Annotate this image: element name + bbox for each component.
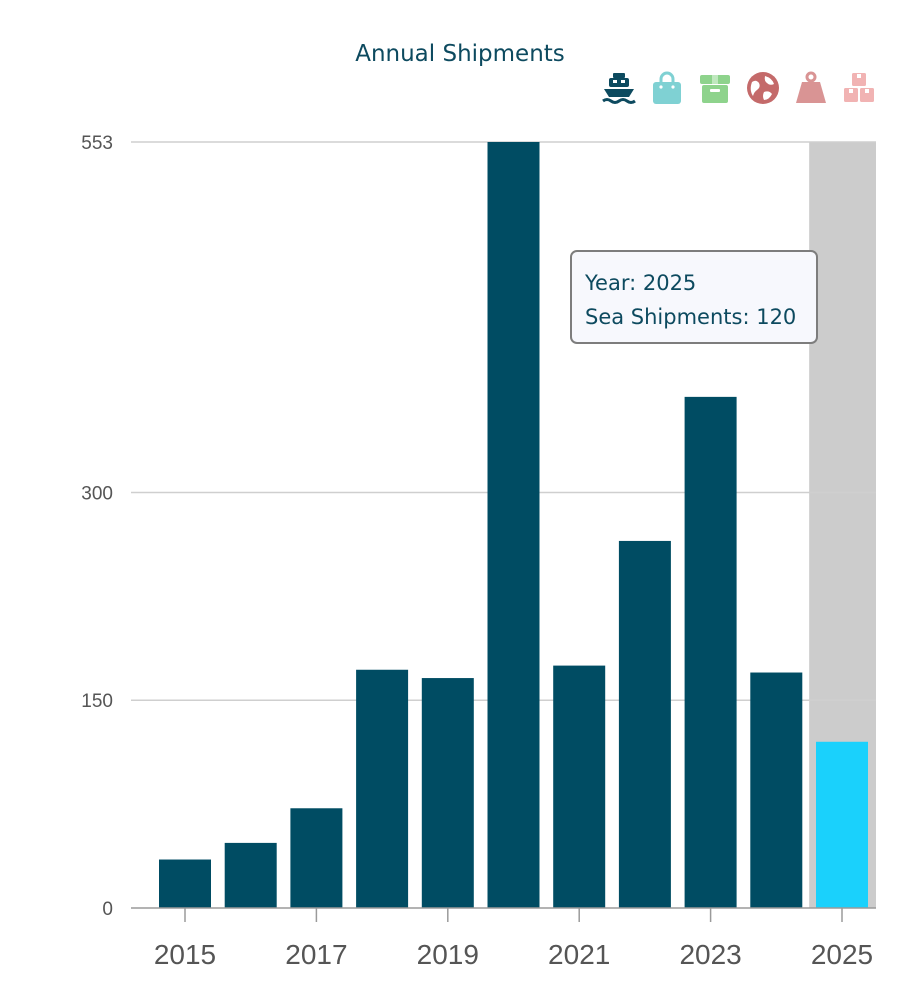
x-tick-label: 2015 (154, 939, 216, 970)
x-tick-label: 2017 (285, 939, 347, 970)
bar-2020[interactable] (487, 142, 540, 908)
bar-2019[interactable] (421, 678, 474, 908)
y-tick-label: 553 (81, 133, 113, 154)
y-tick-label: 300 (81, 483, 113, 504)
bar-2015[interactable] (159, 859, 211, 908)
bar-2016[interactable] (224, 842, 277, 908)
tooltip-year: Year: 2025 (585, 271, 697, 295)
chart-title: Annual Shipments (355, 41, 565, 67)
x-tick-label: 2019 (417, 939, 479, 970)
weight-icon[interactable] (793, 70, 829, 106)
bar-2024[interactable] (750, 672, 803, 908)
x-tick-label: 2021 (548, 939, 610, 970)
bar-2023[interactable] (684, 396, 737, 908)
chart-tooltip: Year: 2025 Sea Shipments: 120 (570, 250, 818, 344)
cubes-icon[interactable] (841, 70, 877, 106)
bar-2021[interactable] (553, 665, 606, 908)
package-box-icon[interactable] (697, 70, 733, 106)
x-tick-label: 2025 (811, 939, 873, 970)
bar-2022[interactable] (618, 540, 671, 908)
shopping-bag-icon[interactable] (649, 70, 685, 106)
legend-icons (601, 70, 877, 106)
x-tick-label: 2023 (679, 939, 741, 970)
tooltip-value: Sea Shipments: 120 (585, 305, 797, 329)
globe-icon[interactable] (745, 70, 781, 106)
ship-icon[interactable] (601, 70, 637, 106)
bar-2025[interactable] (816, 741, 868, 908)
y-tick-label: 0 (102, 899, 113, 920)
bar-2018[interactable] (356, 669, 409, 908)
y-tick-label: 150 (81, 691, 113, 712)
bar-2017[interactable] (290, 808, 343, 908)
